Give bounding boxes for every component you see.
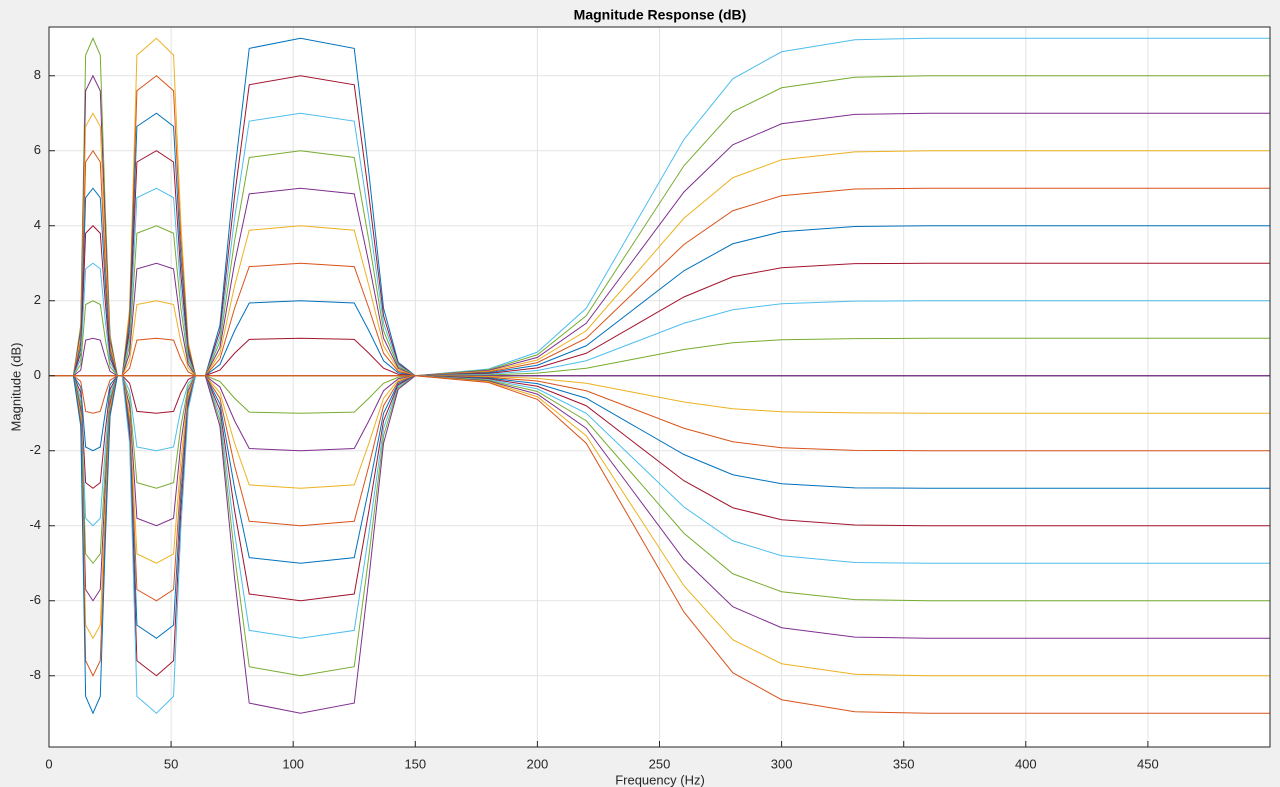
- response-line: [49, 375, 1270, 452]
- response-line: [49, 375, 1270, 489]
- response-line: [49, 225, 1270, 377]
- response-line: [49, 37, 1270, 377]
- response-line: [49, 225, 1270, 377]
- x-axis-label: Frequency (Hz): [615, 772, 705, 787]
- y-tick-label: 6: [34, 142, 41, 157]
- y-tick-label: 8: [34, 67, 41, 82]
- response-line: [49, 262, 1270, 377]
- response-line: [49, 300, 1270, 377]
- response-line: [49, 375, 1270, 715]
- response-line: [49, 375, 1270, 564]
- response-line: [49, 375, 1270, 639]
- response-line: [49, 150, 1270, 377]
- response-line: [49, 262, 1270, 377]
- x-tick-label: 450: [1137, 756, 1159, 771]
- response-line: [49, 75, 1270, 377]
- y-tick-label: 0: [34, 367, 41, 382]
- response-line: [49, 187, 1270, 377]
- response-line: [49, 37, 1270, 377]
- response-line: [49, 375, 1270, 677]
- response-line: [49, 375, 1270, 565]
- response-line: [49, 149, 1270, 377]
- response-line: [49, 262, 1270, 377]
- response-line: [49, 375, 1270, 489]
- response-line: [49, 74, 1270, 377]
- response-line: [49, 375, 1270, 527]
- response-line: [49, 187, 1270, 377]
- chart-title: Magnitude Response (dB): [574, 7, 747, 23]
- response-line: [49, 75, 1270, 377]
- response-line: [49, 375, 1270, 564]
- response-line: [49, 375, 1270, 527]
- y-axis-label: Magnitude (dB): [8, 343, 23, 432]
- response-line: [49, 112, 1270, 377]
- lines: [49, 36, 1270, 715]
- response-line: [49, 225, 1270, 377]
- response-line: [49, 112, 1270, 377]
- response-line: [49, 375, 1270, 564]
- response-line: [49, 300, 1270, 377]
- response-line: [49, 150, 1270, 377]
- response-line: [49, 375, 1270, 489]
- response-line: [49, 375, 1270, 602]
- x-tick-label: 350: [893, 756, 915, 771]
- y-tick-label: 2: [34, 292, 41, 307]
- response-line: [49, 375, 1270, 452]
- response-line: [49, 112, 1270, 377]
- response-line: [49, 375, 1270, 527]
- response-line: [49, 375, 1270, 489]
- y-tick-label: -2: [29, 442, 41, 457]
- response-line: [49, 225, 1270, 377]
- x-tick-label: 300: [771, 756, 793, 771]
- response-line: [49, 75, 1270, 377]
- response-line: [49, 375, 1270, 602]
- x-tick-label: 200: [527, 756, 549, 771]
- response-line: [49, 375, 1270, 639]
- response-line: [49, 375, 1270, 714]
- response-line: [49, 375, 1270, 714]
- response-line: [49, 337, 1270, 377]
- response-line: [49, 337, 1270, 377]
- response-line: [49, 300, 1270, 377]
- x-tick-label: 250: [649, 756, 671, 771]
- response-line: [49, 375, 1270, 414]
- y-tick-label: -4: [29, 517, 41, 532]
- response-line: [49, 375, 1270, 677]
- x-tick-label: 100: [282, 756, 304, 771]
- response-line: [49, 187, 1270, 377]
- response-line: [49, 337, 1270, 377]
- y-tick-label: -8: [29, 667, 41, 682]
- x-tick-label: 50: [164, 756, 178, 771]
- y-tick-label: -6: [29, 592, 41, 607]
- response-line: [49, 375, 1270, 414]
- ticks: 0 50 100 150 200 250 300 350 400 450 -8 -6 -4 -2 0 2 4 6 8: [29, 67, 1158, 771]
- response-line: [49, 375, 1270, 714]
- x-tick-label: 400: [1015, 756, 1037, 771]
- response-line: [49, 375, 1270, 414]
- response-line: [49, 112, 1270, 377]
- response-line: [49, 375, 1270, 452]
- response-line: [49, 375, 1270, 527]
- response-line: [49, 375, 1270, 452]
- response-line: [49, 375, 1270, 602]
- response-line: [49, 300, 1270, 377]
- response-line: [49, 337, 1270, 377]
- x-tick-label: 150: [404, 756, 426, 771]
- y-tick-label: 4: [34, 217, 41, 232]
- response-line: [49, 375, 1270, 414]
- x-tick-label: 0: [45, 756, 52, 771]
- response-line: [49, 375, 1270, 602]
- response-line: [49, 150, 1270, 377]
- response-line: [49, 187, 1270, 377]
- response-line: [49, 262, 1270, 377]
